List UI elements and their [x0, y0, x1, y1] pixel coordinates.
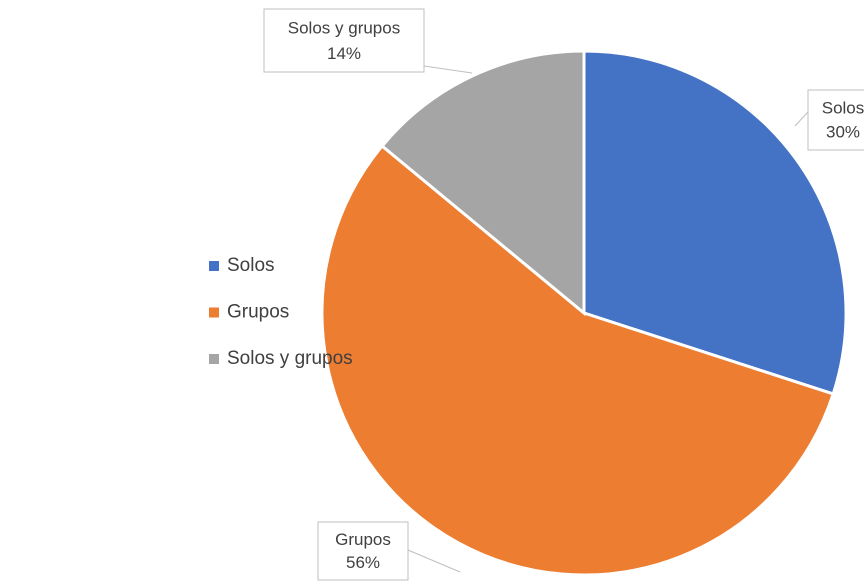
legend-label: Solos [227, 255, 275, 276]
legend-swatch [209, 354, 219, 364]
pie-slice [320, 143, 836, 577]
data-label-name: Grupos [335, 530, 391, 549]
legend-swatch [209, 307, 219, 318]
data-label-name: Solos y grupos [288, 19, 400, 38]
data-label-value: 30% [826, 123, 860, 142]
leader-line [407, 549, 461, 573]
pie-slice [582, 49, 848, 396]
data-label-box [317, 521, 409, 581]
legend-label: Solos y grupos [227, 348, 353, 369]
pie-slice [380, 49, 586, 317]
leader-line [423, 65, 473, 74]
data-label-box [807, 89, 864, 151]
legend-swatch [209, 261, 219, 271]
data-label-value: 56% [346, 553, 380, 572]
leader-line [794, 111, 809, 127]
data-label-box [263, 8, 425, 73]
legend-label: Grupos [227, 302, 289, 323]
data-label-name: Solos [822, 99, 864, 118]
data-label-value: 14% [327, 44, 361, 63]
